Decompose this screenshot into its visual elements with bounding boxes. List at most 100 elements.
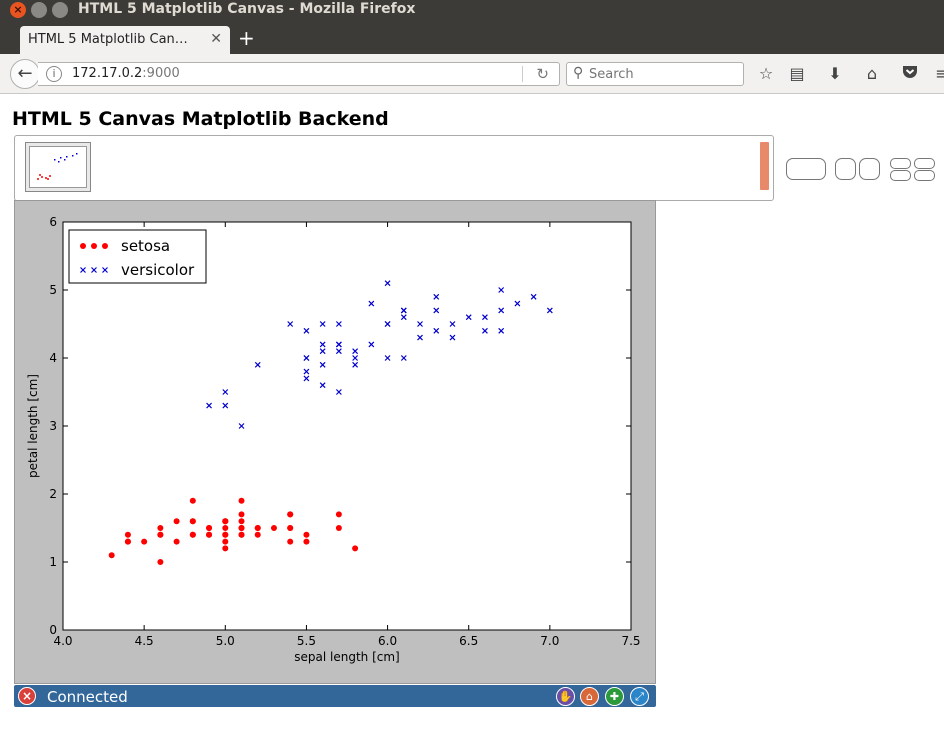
url-bar[interactable]: i 172.17.0.2:9000 ↻ xyxy=(38,62,560,86)
url-port: :9000 xyxy=(142,66,180,81)
versicolor-point xyxy=(303,355,310,361)
home-icon[interactable]: ⌂ xyxy=(866,64,878,83)
versicolor-point xyxy=(546,307,553,314)
matplotlib-figure[interactable]: 4.0 4.5 5.0 5.5 6.0 6.5 7.0 7.5 0 1 2 3 4 5 6 sepal len… xyxy=(14,200,656,684)
versicolor-point xyxy=(319,361,326,368)
y-tick-label: 5 xyxy=(49,283,57,297)
setosa-point xyxy=(238,518,245,525)
x-axis-label: sepal length [cm] xyxy=(294,650,399,664)
legend-box xyxy=(68,229,207,284)
versicolor-point xyxy=(384,355,391,361)
thumbnail-scrollbar[interactable] xyxy=(760,142,769,190)
versicolor-point xyxy=(238,423,245,429)
back-arrow-icon: ← xyxy=(17,63,33,84)
setosa-point xyxy=(108,552,115,559)
fullscreen-icon[interactable]: ⤢ xyxy=(630,687,649,706)
window-maximize-button[interactable] xyxy=(52,2,68,18)
versicolor-point xyxy=(352,361,359,368)
setosa-point xyxy=(303,538,310,545)
setosa-point xyxy=(352,545,359,552)
versicolor-point xyxy=(319,382,326,389)
x-tick-label: 5.5 xyxy=(297,634,316,648)
setosa-point xyxy=(254,525,261,531)
thumbnail-plot-preview xyxy=(29,146,87,188)
y-tick-label: 0 xyxy=(49,623,57,637)
setosa-point xyxy=(287,525,294,531)
versicolor-point xyxy=(222,402,229,409)
layout-grid-br-button[interactable] xyxy=(914,170,935,181)
versicolor-point xyxy=(384,280,391,287)
y-axis-label: petal length [cm] xyxy=(26,374,40,478)
layout-split-right-button[interactable] xyxy=(859,158,880,180)
versicolor-point xyxy=(352,355,359,361)
versicolor-point xyxy=(335,341,342,348)
figure-thumbnail[interactable] xyxy=(25,142,91,192)
legend-marker-setosa xyxy=(91,243,97,249)
menu-icon[interactable]: ≡ xyxy=(935,64,944,83)
versicolor-point xyxy=(433,293,440,300)
x-tick-label: 6.0 xyxy=(378,634,397,648)
tab-strip: HTML 5 Matplotlib Can… ✕ + xyxy=(0,22,944,54)
search-bar[interactable]: ⚲ xyxy=(566,62,744,86)
x-tick-label: 4.0 xyxy=(53,634,72,648)
setosa-point xyxy=(124,531,131,538)
window-close-button[interactable]: × xyxy=(10,2,26,18)
setosa-point xyxy=(173,518,180,525)
setosa-point xyxy=(141,538,148,545)
versicolor-point xyxy=(530,293,537,300)
legend-marker-versicolor xyxy=(80,267,86,273)
connection-status: Connected xyxy=(47,688,128,706)
scatter-plot[interactable]: 4.0 4.5 5.0 5.5 6.0 6.5 7.0 7.5 0 1 2 3 4 5 6 sepal len… xyxy=(15,201,655,683)
y-tick-label: 4 xyxy=(49,351,57,365)
new-tab-button[interactable]: + xyxy=(238,26,255,50)
versicolor-point xyxy=(319,348,326,355)
y-tick-label: 6 xyxy=(49,215,57,229)
pan-hand-icon[interactable]: ✋ xyxy=(556,687,575,706)
pocket-icon[interactable] xyxy=(900,64,920,84)
layout-grid-bl-button[interactable] xyxy=(890,170,911,181)
layout-grid-tr-button[interactable] xyxy=(914,158,935,169)
layout-single-button[interactable] xyxy=(786,158,826,180)
reload-icon[interactable]: ↻ xyxy=(536,65,549,83)
setosa-point xyxy=(238,497,245,504)
setosa-point xyxy=(335,525,342,531)
versicolor-point xyxy=(400,314,407,321)
versicolor-point xyxy=(498,307,505,314)
layout-split-left-button[interactable] xyxy=(835,158,856,180)
home-view-icon[interactable]: ⌂ xyxy=(580,687,599,706)
reading-list-icon[interactable]: ▤ xyxy=(789,64,805,83)
figure-thumbnail-panel xyxy=(14,135,774,201)
search-input[interactable] xyxy=(589,65,739,83)
setosa-point xyxy=(157,531,164,538)
versicolor-point xyxy=(498,327,505,334)
download-icon[interactable]: ⬇ xyxy=(828,64,842,83)
layout-grid-tl-button[interactable] xyxy=(890,158,911,169)
tab-close-icon[interactable]: ✕ xyxy=(210,31,222,47)
setosa-point xyxy=(238,531,245,538)
x-tick-label: 7.0 xyxy=(540,634,559,648)
window-minimize-button[interactable] xyxy=(31,2,47,18)
zoom-in-icon[interactable]: ✚ xyxy=(605,687,624,706)
back-button[interactable]: ← xyxy=(10,59,40,89)
tab-label: HTML 5 Matplotlib Can… xyxy=(28,32,188,47)
setosa-point xyxy=(287,511,294,518)
versicolor-point xyxy=(482,327,488,334)
versicolor-point xyxy=(335,389,342,395)
setosa-point xyxy=(238,511,245,518)
url-host: 172.17.0.2 xyxy=(72,66,143,81)
url-text: 172.17.0.2:9000 xyxy=(72,66,180,81)
close-figure-icon[interactable]: × xyxy=(18,687,36,705)
setosa-point xyxy=(206,525,213,531)
setosa-point xyxy=(222,545,229,552)
x-tick-label: 7.5 xyxy=(621,634,640,648)
tab-active[interactable]: HTML 5 Matplotlib Can… ✕ xyxy=(20,26,230,54)
url-divider xyxy=(522,66,523,82)
search-icon: ⚲ xyxy=(573,65,584,81)
bookmark-star-icon[interactable]: ☆ xyxy=(758,64,774,83)
versicolor-point xyxy=(417,334,423,341)
versicolor-point xyxy=(303,327,310,334)
x-tick-label: 5.0 xyxy=(216,634,235,648)
y-tick-label: 2 xyxy=(49,487,57,501)
info-icon[interactable]: i xyxy=(46,66,62,82)
versicolor-point xyxy=(433,327,440,334)
